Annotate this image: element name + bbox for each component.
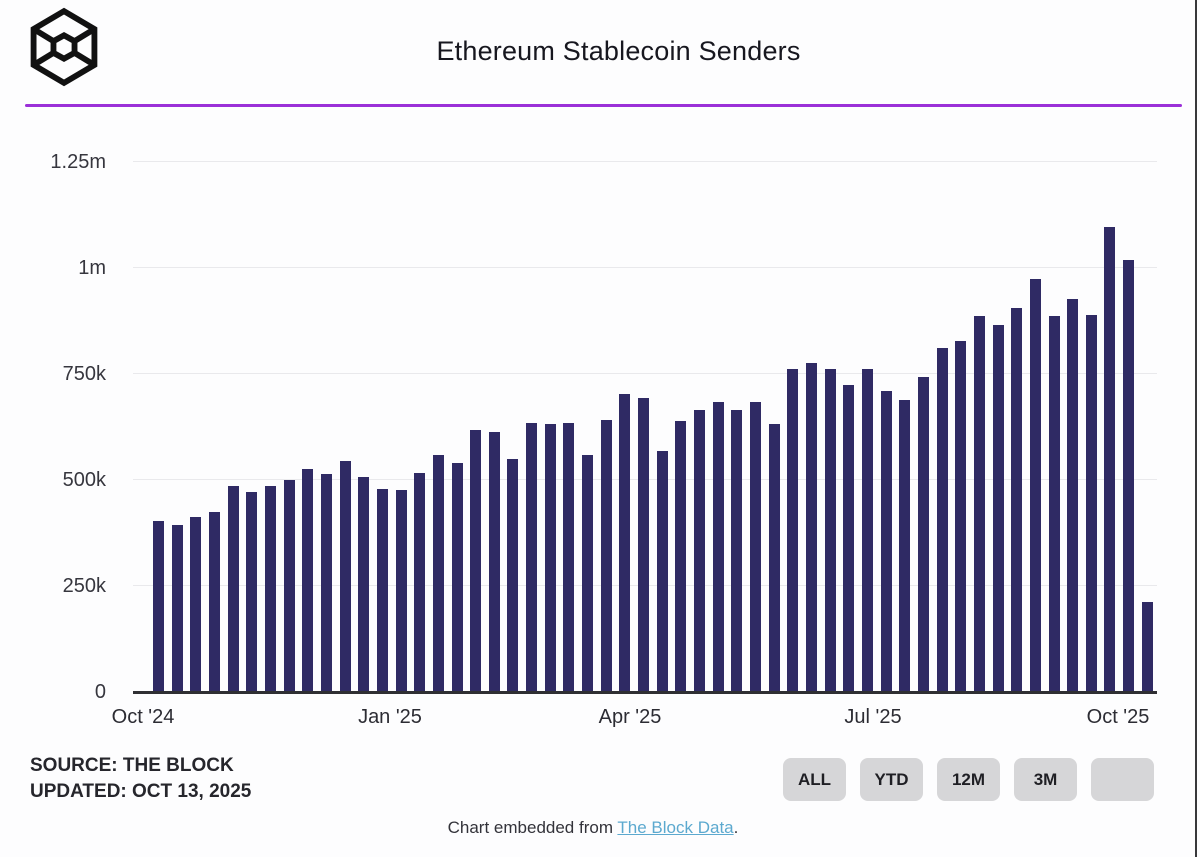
x-tick-label: Apr '25 (598, 706, 662, 728)
bar[interactable] (376, 489, 388, 692)
bar[interactable] (526, 423, 538, 692)
bar[interactable] (600, 420, 612, 692)
bar[interactable] (582, 455, 594, 692)
range-button-blank[interactable] (1091, 758, 1154, 801)
bar[interactable] (731, 410, 743, 692)
bar[interactable] (712, 402, 724, 692)
bar[interactable] (861, 369, 873, 692)
bar[interactable] (992, 325, 1004, 692)
range-button-all[interactable]: ALL (783, 758, 846, 801)
x-axis: Oct '24 Jan '25 Apr '25 Jul '25 Oct '25 (112, 706, 1157, 736)
bar[interactable] (507, 459, 519, 692)
bar[interactable] (694, 410, 706, 692)
y-tick-label: 0 (94, 681, 106, 703)
updated-line: UPDATED: OCT 13, 2025 (30, 781, 252, 802)
embed-caption-suffix: . (733, 818, 739, 837)
time-range-buttons: ALL YTD 12M 3M (783, 758, 1154, 801)
embed-caption-prefix: Chart embedded from (447, 818, 618, 837)
x-tick-label: Jan '25 (358, 706, 422, 728)
bar[interactable] (880, 391, 892, 692)
bar-series (153, 162, 1153, 692)
bar[interactable] (414, 473, 426, 692)
bar[interactable] (1141, 602, 1153, 692)
bar[interactable] (917, 377, 929, 692)
bar[interactable] (432, 455, 444, 692)
bar[interactable] (563, 423, 575, 692)
gridline (133, 267, 1157, 268)
y-tick-label: 250k (62, 575, 106, 597)
range-button-3m[interactable]: 3M (1014, 758, 1077, 801)
bar[interactable] (1123, 260, 1135, 692)
bar[interactable] (320, 474, 332, 692)
the-block-logo-icon[interactable] (25, 6, 103, 88)
x-tick-label: Jul '25 (844, 706, 902, 728)
bar[interactable] (544, 424, 556, 692)
range-button-ytd[interactable]: YTD (860, 758, 923, 801)
page-title: Ethereum Stablecoin Senders (436, 36, 801, 66)
bar[interactable] (675, 421, 687, 692)
bar[interactable] (973, 316, 985, 692)
bar[interactable] (787, 369, 799, 692)
bar[interactable] (1011, 308, 1023, 692)
y-tick-label: 750k (62, 363, 106, 385)
bar[interactable] (768, 424, 780, 692)
bar[interactable] (470, 430, 482, 692)
bar[interactable] (1067, 299, 1079, 692)
bar[interactable] (153, 521, 164, 692)
header-divider (25, 104, 1182, 107)
bar[interactable] (488, 432, 500, 692)
y-tick-label: 1.25m (50, 151, 106, 173)
window-right-border (1195, 0, 1197, 857)
y-tick-label: 500k (62, 469, 106, 491)
bar[interactable] (190, 517, 202, 692)
bar[interactable] (656, 451, 668, 692)
bar[interactable] (171, 525, 183, 692)
gridline (133, 373, 1157, 374)
x-tick-label: Oct '25 (1086, 706, 1150, 728)
bar[interactable] (339, 461, 351, 692)
bar[interactable] (955, 341, 967, 692)
bar[interactable] (1085, 315, 1097, 692)
bar[interactable] (208, 512, 220, 692)
bar[interactable] (1029, 279, 1041, 692)
bar[interactable] (246, 492, 258, 692)
gridline (133, 161, 1157, 162)
bar[interactable] (1104, 227, 1116, 692)
x-tick-label: Oct '24 (111, 706, 175, 728)
y-tick-label: 1m (78, 257, 106, 279)
x-axis-line (133, 691, 1157, 694)
bar[interactable] (227, 486, 239, 692)
bar[interactable] (619, 394, 631, 692)
bar[interactable] (283, 480, 295, 692)
range-button-12m[interactable]: 12M (937, 758, 1000, 801)
bar[interactable] (936, 348, 948, 692)
chart-plot-area (133, 161, 1157, 694)
bar[interactable] (805, 363, 817, 692)
bar[interactable] (451, 463, 463, 692)
bar[interactable] (264, 486, 276, 692)
bar[interactable] (1048, 316, 1060, 692)
bar[interactable] (395, 490, 407, 692)
bar[interactable] (302, 469, 314, 692)
source-line: SOURCE: THE BLOCK (30, 755, 234, 776)
bar[interactable] (358, 477, 370, 692)
embed-caption: Chart embedded from The Block Data. (0, 818, 1186, 838)
bar[interactable] (750, 402, 761, 692)
y-axis: 0 250k 500k 750k 1m 1.25m (0, 151, 106, 703)
bar[interactable] (824, 369, 836, 692)
bar[interactable] (638, 398, 650, 692)
source-attribution: SOURCE: THE BLOCK UPDATED: OCT 13, 2025 (30, 753, 251, 805)
bar[interactable] (843, 385, 855, 692)
the-block-data-link[interactable]: The Block Data (617, 818, 734, 837)
bar[interactable] (899, 400, 911, 692)
